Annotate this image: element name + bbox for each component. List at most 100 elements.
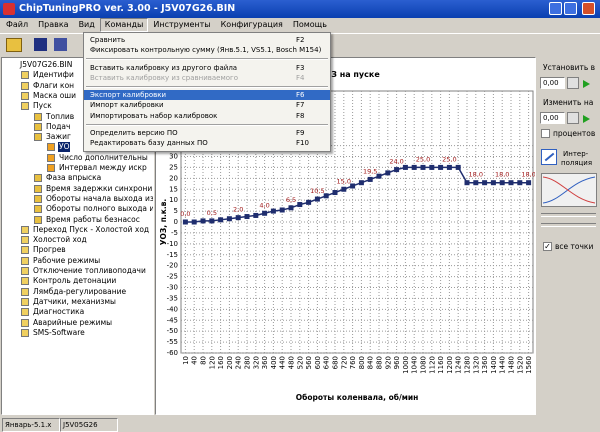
- y-tick-label: -40: [167, 305, 178, 313]
- x-tick-label: 1200: [446, 356, 454, 374]
- menu-item[interactable]: Инструменты: [153, 20, 211, 29]
- data-point: [411, 164, 417, 170]
- menu-command[interactable]: Экспорт калибровки F6: [84, 90, 330, 101]
- x-tick-label: 200: [226, 356, 234, 369]
- save-button[interactable]: [34, 38, 47, 51]
- command-label: Экспорт калибровки: [90, 91, 167, 100]
- y-tick-label: -55: [167, 338, 178, 346]
- y-tick-label: 30: [169, 153, 178, 161]
- data-point: [341, 186, 347, 192]
- y-tick-label: 5: [174, 207, 178, 215]
- tree-item[interactable]: Флаги кон: [33, 80, 75, 90]
- apply-change-button[interactable]: [583, 115, 590, 123]
- slider[interactable]: [541, 223, 596, 227]
- tree-item[interactable]: Топлив: [46, 111, 75, 121]
- y-tick-label: 15: [169, 185, 178, 193]
- tree-item[interactable]: Прогрев: [33, 245, 66, 255]
- tree-icon: [34, 194, 42, 203]
- menu-command[interactable]: Импорт калибровки F7: [84, 100, 330, 110]
- tree-item[interactable]: J5V07G26.BIN: [20, 60, 73, 69]
- tree-item[interactable]: Подач: [46, 121, 71, 131]
- x-tick-label: 1120: [428, 356, 436, 374]
- value-label: 4,0: [259, 201, 269, 209]
- tree-item[interactable]: Диагностика: [33, 307, 85, 317]
- interpolation-button[interactable]: [541, 149, 557, 165]
- set-to-input[interactable]: 0,00: [540, 77, 565, 89]
- tree-item[interactable]: Зажиг: [46, 132, 71, 142]
- menu-command[interactable]: Редактировать базу данных ПО F10: [84, 138, 330, 148]
- tree-item[interactable]: УО: [58, 142, 71, 153]
- value-label: 18,0: [521, 171, 535, 179]
- chart-title: УОЗ на пуске: [318, 70, 380, 79]
- tree-item[interactable]: Холостой ход: [33, 235, 87, 245]
- slider[interactable]: [541, 213, 596, 217]
- tree-item[interactable]: Переход Пуск - Холостой ход: [33, 224, 150, 234]
- tree-item[interactable]: SMS-Software: [33, 327, 85, 337]
- menu-item[interactable]: Файл: [6, 20, 29, 29]
- x-tick-label: 640: [323, 356, 331, 369]
- percent-checkbox[interactable]: [541, 129, 550, 138]
- data-point: [182, 219, 188, 225]
- x-tick-label: 440: [279, 356, 287, 369]
- menu-command[interactable]: Сравнить F2: [84, 35, 330, 45]
- tree-item[interactable]: Интервал между искр: [59, 163, 147, 172]
- y-tick-label: 0: [174, 218, 178, 226]
- value-label: 6,5: [286, 196, 296, 204]
- x-tick-label: 240: [235, 356, 243, 369]
- minimize-button[interactable]: [549, 2, 562, 15]
- tree-item[interactable]: Отключение топливоподачи: [33, 266, 146, 275]
- command-shortcut: F2: [296, 36, 305, 44]
- x-tick-label: 480: [288, 356, 296, 369]
- tree-item[interactable]: Рабочие режимы: [33, 255, 101, 265]
- percent-button[interactable]: [567, 77, 579, 89]
- y-tick-label: 20: [169, 174, 178, 182]
- menu-command[interactable]: Фиксировать контрольную сумму (Янв.5.1, …: [84, 45, 330, 55]
- x-tick-label: 160: [217, 356, 225, 369]
- tree-icon: [34, 122, 42, 131]
- data-point: [209, 218, 215, 224]
- data-point: [499, 180, 505, 186]
- menu-item[interactable]: Вид: [78, 20, 95, 29]
- menu-item[interactable]: Команды: [99, 18, 149, 32]
- tree-item[interactable]: Фаза впрыска: [46, 173, 102, 183]
- tree-icon: [34, 133, 42, 142]
- all-points-label: все точки: [555, 242, 594, 251]
- x-tick-label: 1160: [437, 356, 445, 374]
- tree-icon: [34, 205, 42, 214]
- tree-item[interactable]: Контроль детонации: [33, 276, 117, 286]
- tree-item[interactable]: Обороты начала выхода из: [46, 193, 154, 203]
- apply-set-button[interactable]: [583, 80, 590, 88]
- menu-item[interactable]: Помощь: [292, 20, 327, 29]
- tree-item[interactable]: Пуск: [33, 101, 52, 111]
- close-button[interactable]: [582, 2, 595, 15]
- all-points-checkbox[interactable]: ✓: [543, 242, 552, 251]
- value-label: 18,0: [469, 171, 483, 179]
- open-button[interactable]: [6, 38, 22, 52]
- y-tick-label: -25: [167, 273, 178, 281]
- tree-item[interactable]: Число дополнительны: [59, 152, 148, 162]
- data-point: [279, 207, 285, 213]
- command-label: Сравнить: [90, 36, 126, 44]
- percent-change-button[interactable]: [567, 112, 579, 124]
- tree-item[interactable]: Время работы безнасос: [46, 214, 140, 224]
- status-bar: Январь-5.1.x J5V05G26: [0, 417, 600, 432]
- maximize-button[interactable]: [564, 2, 577, 15]
- y-tick-label: -5: [171, 229, 178, 237]
- command-shortcut: F6: [296, 91, 305, 100]
- value-label: 24,0: [389, 158, 403, 166]
- menu-item[interactable]: Конфигурация: [220, 20, 283, 29]
- menu-command[interactable]: Импортировать набор калибровок F8: [84, 111, 330, 121]
- menu-item[interactable]: Правка: [38, 20, 69, 29]
- menu-command[interactable]: Вставить калибровку из другого файла F3: [84, 63, 330, 73]
- tree-item[interactable]: Обороты полного выхода и: [46, 204, 154, 214]
- tree-item[interactable]: Идентифи: [33, 70, 74, 80]
- change-by-input[interactable]: 0,00: [540, 112, 565, 124]
- save-as-button[interactable]: [54, 38, 67, 51]
- tree-item[interactable]: Датчики, механизмы: [33, 296, 116, 306]
- tree-item[interactable]: Маска оши: [33, 90, 77, 100]
- tree-item[interactable]: Аварийные режимы: [33, 317, 113, 327]
- x-tick-label: 360: [261, 356, 269, 369]
- tree-item[interactable]: Время задержки синхрони: [46, 183, 153, 193]
- tree-item[interactable]: Лямбда-регулирование: [33, 286, 127, 296]
- menu-command[interactable]: Определить версию ПО F9: [84, 128, 330, 138]
